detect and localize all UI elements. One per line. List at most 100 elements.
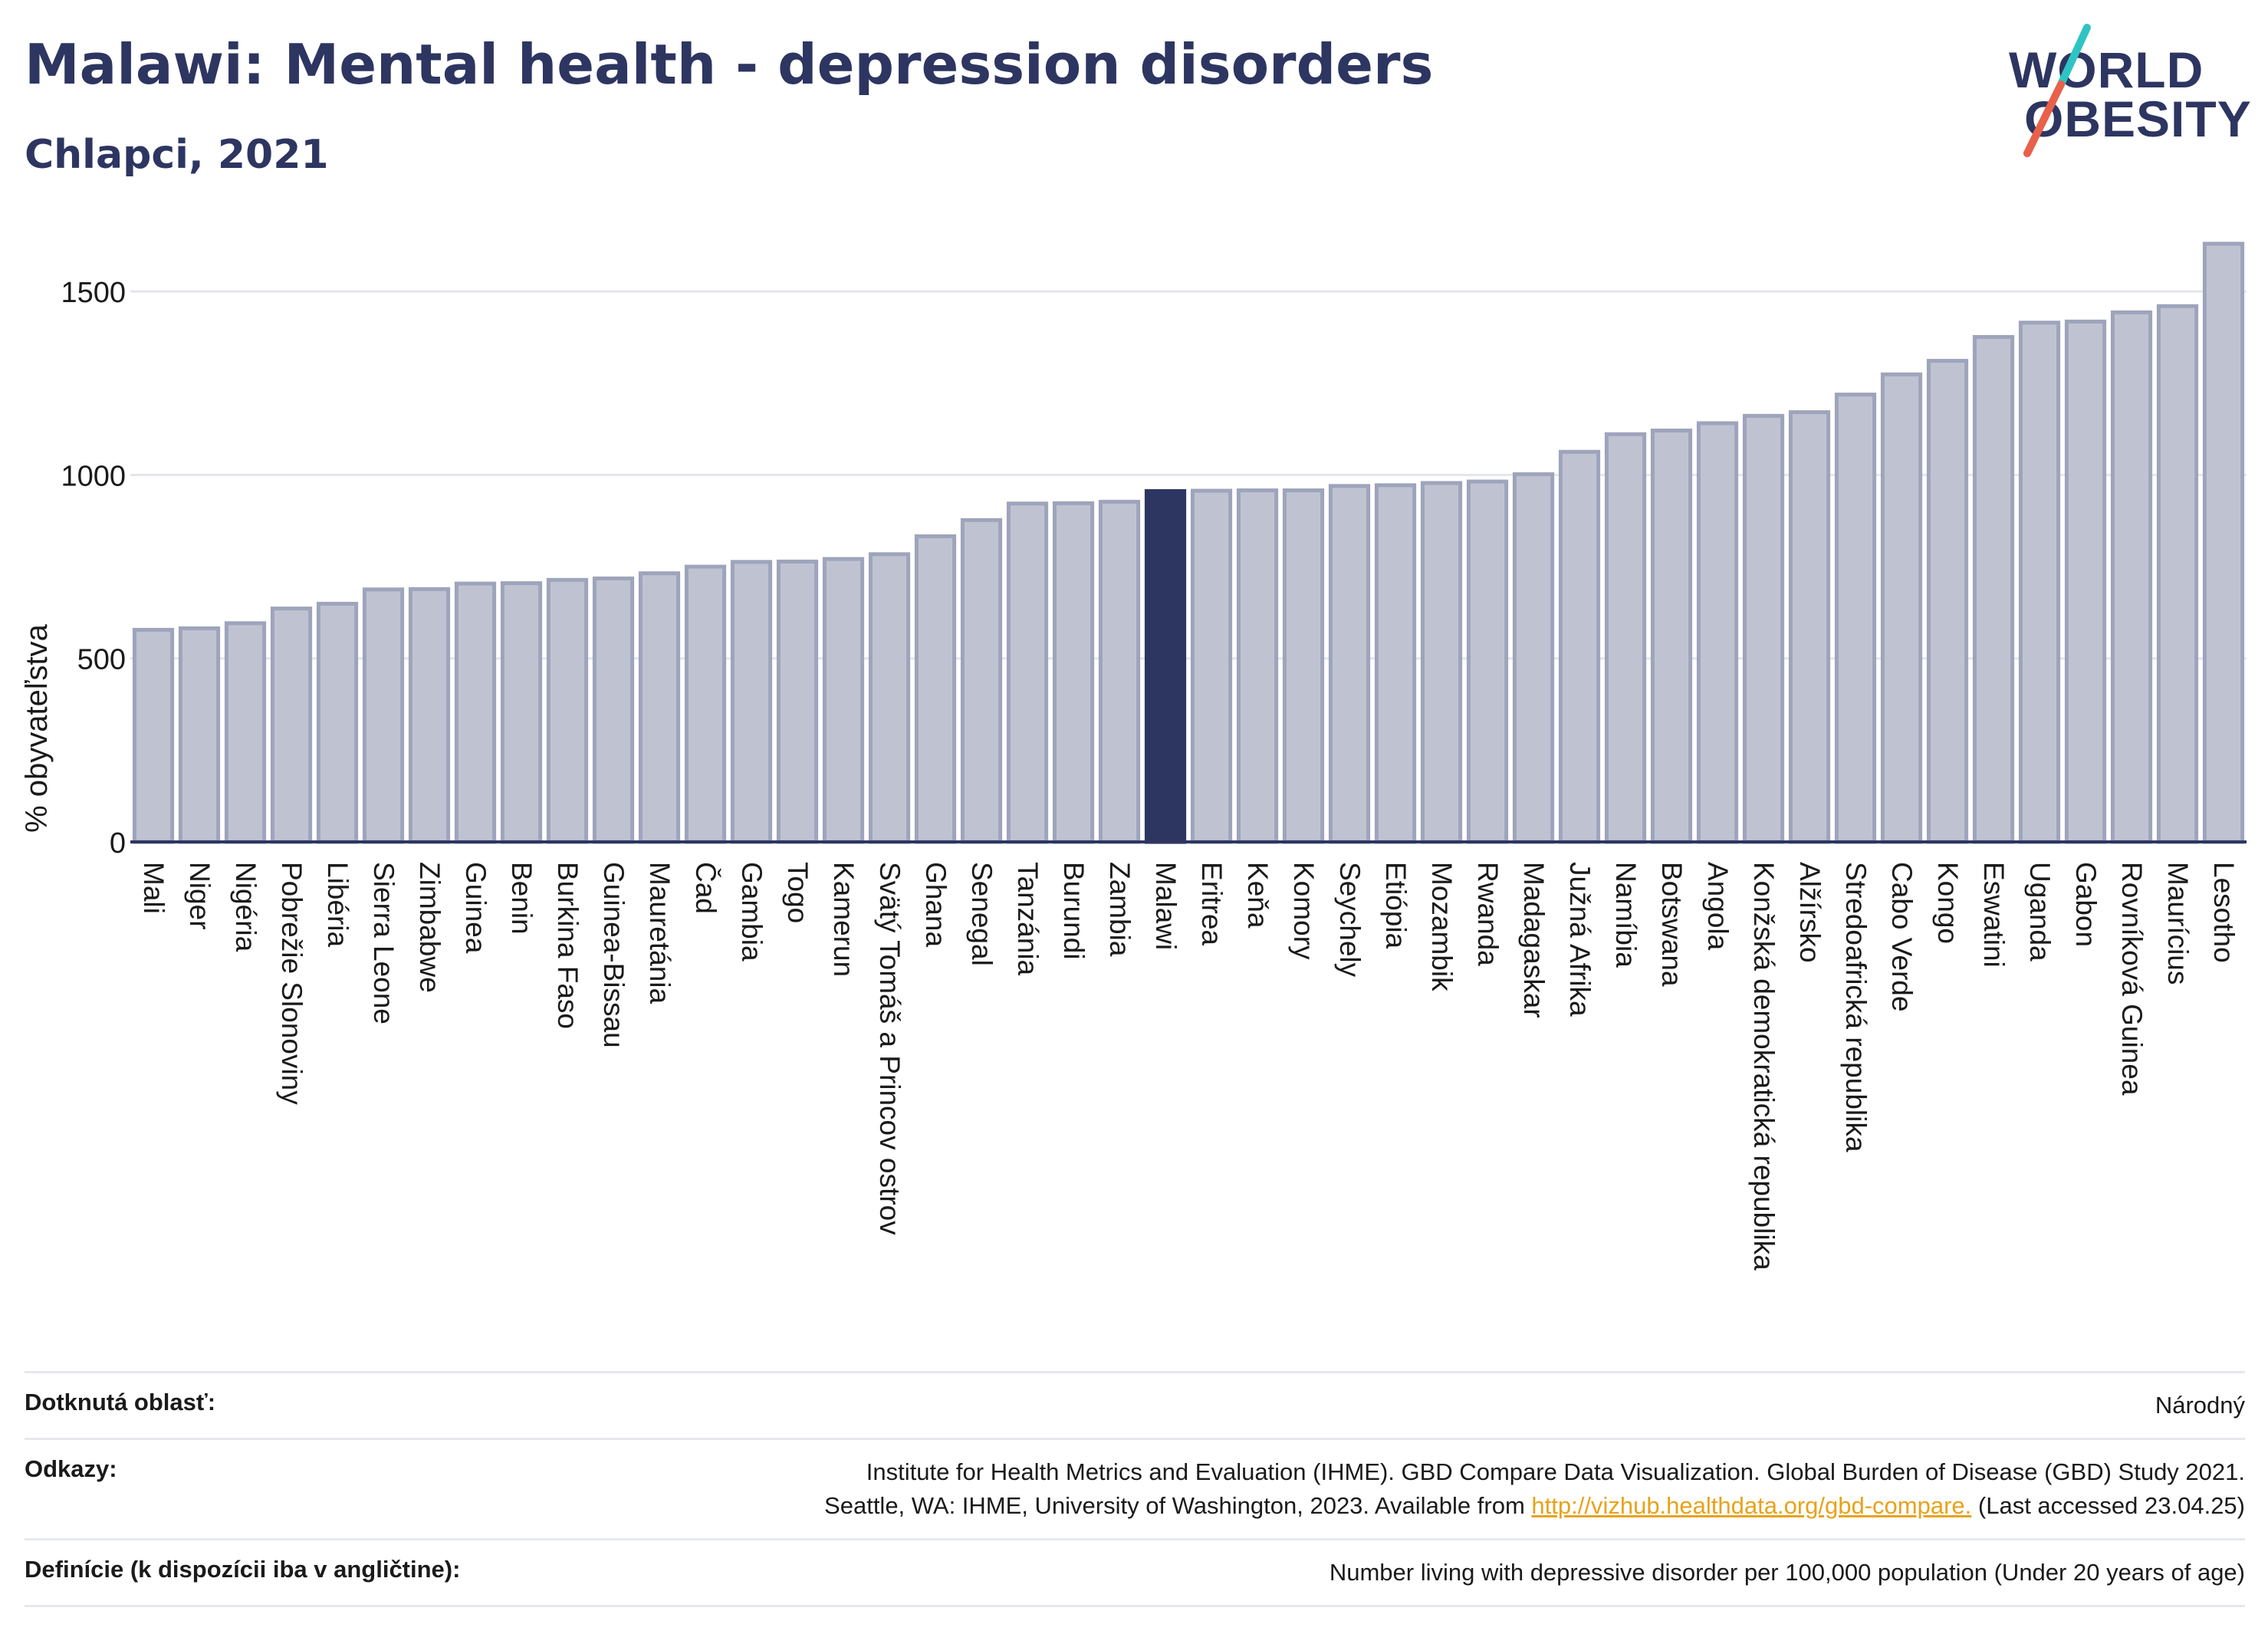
x-tick-label: Togo	[782, 862, 814, 923]
bar	[1190, 488, 1233, 844]
bar	[178, 626, 221, 844]
bar	[408, 587, 451, 844]
bar	[1926, 359, 1969, 844]
footer-label: Odkazy:	[25, 1455, 117, 1482]
bar	[2156, 304, 2199, 844]
bar	[1696, 421, 1739, 844]
bar	[1420, 481, 1463, 844]
x-tick-label: Burundi	[1058, 862, 1090, 960]
x-tick-label: Burkina Faso	[552, 862, 583, 1029]
x-tick-label: Konžská demokratická republika	[1748, 862, 1780, 1271]
x-tick-label: Guinea	[460, 862, 491, 954]
bar	[546, 577, 589, 844]
bar	[454, 581, 497, 844]
footer-table: Dotknutá oblasť: Národný Odkazy: Institu…	[25, 1371, 2245, 1607]
bar	[1880, 372, 1923, 844]
page-subtitle: Chlapci, 2021	[25, 132, 329, 178]
bar	[914, 534, 957, 844]
bar	[1006, 501, 1049, 844]
x-tick-label: Ghana	[920, 862, 952, 948]
footer-value: Institute for Health Metrics and Evaluat…	[824, 1455, 2245, 1523]
bar	[1374, 483, 1417, 844]
bar	[1788, 410, 1831, 844]
reference-line-2-pre: Seattle, WA: IHME, University of Washing…	[824, 1492, 1532, 1519]
reference-link[interactable]: http://vizhub.healthdata.org/gbd-compare…	[1531, 1492, 1972, 1519]
bar	[776, 559, 819, 844]
x-tick-label: Mozambik	[1426, 862, 1458, 991]
y-axis-label: % obyvateľstva	[20, 624, 54, 833]
bar	[2018, 321, 2061, 844]
x-tick-label: Madagaskar	[1518, 862, 1550, 1018]
bar	[270, 607, 313, 844]
bar	[1236, 488, 1279, 844]
x-tick-label: Guinea-Bissau	[598, 862, 629, 1048]
chart-svg: 0 500 1000 1500 Mali Niger Nigéria Pobrežie Slo…	[61, 242, 2247, 1271]
x-tick-label: Eswatini	[1978, 862, 2010, 968]
x-tick-label: Benin	[506, 862, 537, 935]
x-tick-label: Rovníková Guinea	[2116, 862, 2148, 1096]
page-title: Malawi: Mental health - depression disor…	[25, 32, 1434, 97]
x-tick-label: Keňa	[1242, 862, 1274, 929]
y-tick-label: 1500	[61, 277, 126, 309]
x-tick-label: Gabon	[2070, 862, 2102, 947]
footer-row-area: Dotknutá oblasť: Národný	[25, 1371, 2245, 1438]
bar	[1972, 334, 2015, 844]
bar	[2110, 310, 2153, 844]
x-tick-label: Eritrea	[1196, 862, 1228, 945]
bar	[2202, 242, 2245, 844]
bar	[132, 627, 175, 844]
logo-slash-icon	[2023, 24, 2091, 157]
x-tick-label: Južná Afrika	[1564, 862, 1596, 1017]
bar	[1466, 479, 1509, 844]
x-tick-label: Mauretánia	[644, 862, 675, 1004]
bar	[1834, 393, 1877, 844]
x-tick-label: Etiópia	[1380, 862, 1412, 949]
x-tick-label: Kongo	[1932, 862, 1964, 944]
x-tick-label: Maurícius	[2162, 862, 2194, 985]
x-tick-label: Sierra Leone	[368, 862, 399, 1024]
bar	[592, 576, 635, 844]
bar	[316, 601, 359, 844]
logo-word-2: OBESITY	[2024, 90, 2252, 147]
bar	[1650, 428, 1693, 844]
bar	[362, 587, 405, 844]
bar	[224, 621, 267, 844]
bar	[730, 560, 773, 844]
bar	[1052, 501, 1095, 844]
x-tick-label: Libéria	[322, 862, 353, 947]
world-obesity-logo: WORLD OBESITY	[2001, 21, 2254, 159]
footer-value: Number living with depressive disorder p…	[1329, 1559, 2245, 1586]
bar	[500, 581, 543, 844]
x-tick-label: Alžírsko	[1794, 862, 1826, 963]
bar	[1328, 484, 1371, 844]
bar	[684, 564, 727, 844]
x-tick-label: Stredoafrická republika	[1840, 862, 1872, 1152]
x-tick-label: Komory	[1288, 862, 1320, 960]
x-tick-label: Gambia	[736, 862, 768, 962]
x-tick-label: Čad	[690, 862, 721, 914]
bar	[1512, 472, 1555, 844]
footer-label: Dotknutá oblasť:	[25, 1389, 216, 1415]
x-tick-label: Tanzánia	[1012, 862, 1044, 976]
logo-word-1: WORLD	[2009, 41, 2204, 98]
bar	[868, 552, 911, 844]
x-tick-label: Cabo Verde	[1886, 862, 1918, 1011]
bar	[1098, 499, 1141, 844]
x-tick-label: Niger	[184, 862, 215, 929]
x-tick-label: Malawi	[1150, 862, 1182, 950]
reference-line-1: Institute for Health Metrics and Evaluat…	[866, 1458, 2245, 1485]
x-tick-label: Senegal	[966, 862, 998, 966]
bar	[1282, 488, 1325, 844]
x-tick-label: Rwanda	[1472, 862, 1504, 966]
bar	[1144, 488, 1187, 844]
x-tick-label: Angola	[1702, 862, 1734, 951]
footer-row-definition: Definície (k dispozícii iba v angličtine…	[25, 1538, 2245, 1607]
y-tick-label: 500	[77, 644, 126, 676]
x-tick-label: Seychely	[1334, 862, 1366, 978]
footer-row-references: Odkazy: Institute for Health Metrics and…	[25, 1438, 2245, 1538]
x-tick-label: Botswana	[1656, 862, 1688, 987]
bar	[960, 518, 1003, 844]
bar	[2064, 319, 2107, 844]
bar	[638, 571, 681, 844]
bar	[1604, 432, 1647, 844]
